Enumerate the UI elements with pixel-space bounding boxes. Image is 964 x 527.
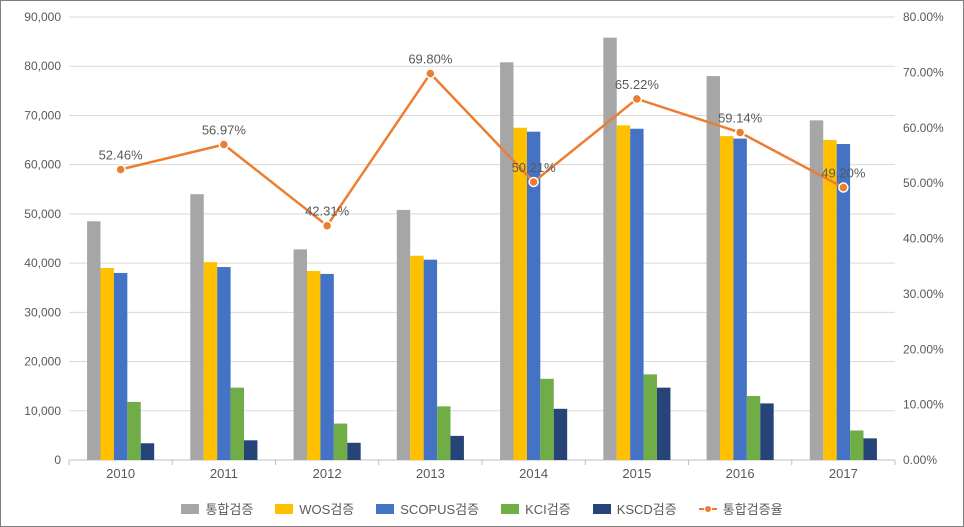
- svg-text:80,000: 80,000: [24, 59, 61, 73]
- svg-text:60.00%: 60.00%: [903, 121, 944, 135]
- svg-text:50,000: 50,000: [24, 207, 61, 221]
- svg-text:2012: 2012: [313, 466, 342, 481]
- svg-text:0: 0: [54, 453, 61, 467]
- legend-label: SCOPUS검증: [400, 499, 479, 518]
- svg-text:2016: 2016: [726, 466, 755, 481]
- svg-text:50.21%: 50.21%: [512, 160, 557, 175]
- legend-swatch: [593, 504, 611, 514]
- legend-label: WOS검증: [299, 499, 354, 518]
- legend-label: KCI검증: [525, 499, 571, 518]
- legend-swatch: [181, 504, 199, 514]
- svg-text:59.14%: 59.14%: [718, 111, 763, 126]
- svg-text:70,000: 70,000: [24, 108, 61, 122]
- svg-text:2010: 2010: [106, 466, 135, 481]
- svg-text:40,000: 40,000: [24, 256, 61, 270]
- svg-text:2011: 2011: [210, 466, 238, 481]
- svg-text:56.97%: 56.97%: [202, 123, 247, 138]
- svg-text:69.80%: 69.80%: [408, 51, 453, 66]
- legend-label: 통합검증율: [723, 499, 783, 518]
- svg-text:60,000: 60,000: [24, 158, 61, 172]
- svg-text:20.00%: 20.00%: [903, 342, 944, 356]
- legend-item: 통합검증: [181, 499, 253, 518]
- legend-swatch: [501, 504, 519, 514]
- legend-item: KSCD검증: [593, 499, 677, 518]
- svg-text:30.00%: 30.00%: [903, 287, 944, 301]
- chart-frame: 0 10,000 20,000 30,000 40,000 50,000 60,000 70,…: [0, 0, 964, 527]
- legend-swatch: [376, 504, 394, 514]
- svg-text:2014: 2014: [519, 466, 548, 481]
- legend-marker: [699, 504, 717, 514]
- legend: 통합검증 WOS검증 SCOPUS검증 KCI검증 KSCD검증 통합검증율: [7, 499, 957, 518]
- svg-text:0.00%: 0.00%: [903, 453, 937, 467]
- legend-item: 통합검증율: [699, 499, 783, 518]
- svg-text:80.00%: 80.00%: [903, 10, 944, 24]
- legend-label: 통합검증: [205, 499, 253, 518]
- svg-text:2017: 2017: [829, 466, 858, 481]
- svg-text:90,000: 90,000: [24, 10, 61, 24]
- svg-text:70.00%: 70.00%: [903, 65, 944, 79]
- svg-text:2013: 2013: [416, 466, 445, 481]
- legend-item: WOS검증: [275, 499, 354, 518]
- svg-text:10,000: 10,000: [24, 404, 61, 418]
- svg-text:52.46%: 52.46%: [99, 148, 144, 163]
- legend-item: SCOPUS검증: [376, 499, 479, 518]
- chart-svg: 0 10,000 20,000 30,000 40,000 50,000 60,000 70,…: [7, 5, 957, 522]
- chart-area: 0 10,000 20,000 30,000 40,000 50,000 60,000 70,…: [7, 5, 957, 522]
- svg-text:50.00%: 50.00%: [903, 176, 944, 190]
- svg-text:20,000: 20,000: [24, 355, 61, 369]
- svg-text:10.00%: 10.00%: [903, 398, 944, 412]
- svg-text:65.22%: 65.22%: [615, 77, 660, 92]
- legend-swatch: [275, 504, 293, 514]
- legend-label: KSCD검증: [617, 499, 677, 518]
- svg-text:42.31%: 42.31%: [305, 204, 350, 219]
- svg-text:49.20%: 49.20%: [821, 166, 866, 181]
- svg-text:2015: 2015: [622, 466, 651, 481]
- legend-item: KCI검증: [501, 499, 571, 518]
- svg-text:40.00%: 40.00%: [903, 232, 944, 246]
- svg-text:30,000: 30,000: [24, 305, 61, 319]
